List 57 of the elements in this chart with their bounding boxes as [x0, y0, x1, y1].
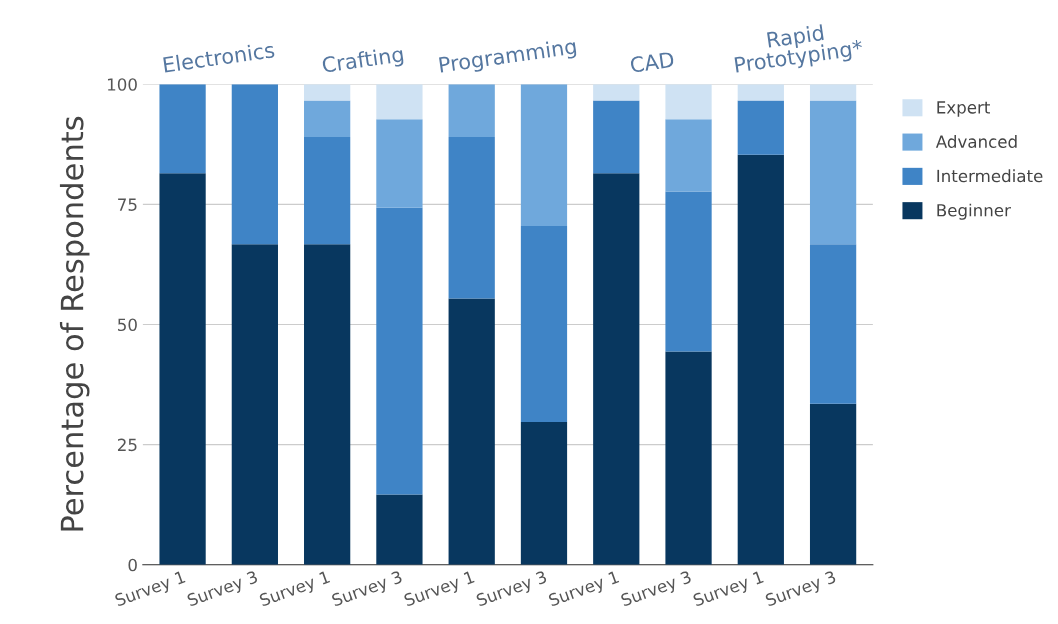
legend-label: Intermediate — [937, 169, 1043, 183]
x-tick-label: Survey 3 — [620, 570, 693, 610]
bar — [304, 100, 351, 138]
bar — [593, 84, 640, 101]
bar — [231, 244, 278, 565]
x-tick-label: Survey 1 — [547, 570, 621, 610]
legend-label: Advanced — [935, 135, 1017, 148]
bar — [520, 84, 568, 226]
bar — [376, 494, 423, 565]
bar — [737, 154, 784, 565]
bar — [376, 84, 423, 120]
y-tick-label: 0 — [128, 558, 137, 572]
text: Rapid Prototyping* — [734, 24, 864, 77]
bar — [159, 173, 206, 565]
bar — [665, 119, 712, 192]
x-tick-label: Survey 3 — [764, 570, 838, 610]
x-tick-label: Survey 3 — [331, 570, 404, 610]
bar — [520, 422, 568, 565]
text: Electronics — [163, 41, 275, 73]
bar — [809, 244, 857, 404]
x-tick-label: Survey 1 — [258, 570, 332, 610]
x-tick-label: Survey 1 — [114, 570, 187, 610]
bar — [809, 100, 857, 245]
bar — [448, 84, 495, 138]
bar — [737, 84, 784, 101]
bar — [304, 84, 351, 101]
bar — [448, 137, 495, 299]
bar — [737, 100, 784, 155]
bar — [520, 225, 568, 423]
bar — [304, 137, 351, 245]
bar — [231, 84, 278, 245]
bar — [376, 119, 423, 208]
y-axis-title: Percentage of Respondents — [59, 116, 90, 531]
x-tick-label: Survey 1 — [403, 570, 476, 610]
y-tick-label: 100 — [107, 78, 137, 91]
bar — [159, 84, 206, 174]
x-tick-label: Survey 1 — [692, 570, 765, 610]
bar — [376, 207, 423, 495]
bar — [593, 173, 640, 565]
bar — [304, 244, 351, 565]
bar — [665, 191, 712, 352]
text: Programming — [438, 37, 577, 77]
text: Crafting — [321, 45, 405, 77]
x-tick-label: Survey 3 — [186, 570, 260, 610]
bar — [809, 84, 857, 101]
legend-label: Expert — [937, 101, 990, 117]
y-tick-label: 50 — [118, 318, 137, 332]
bar — [809, 403, 857, 565]
y-tick-label: 75 — [118, 198, 137, 211]
bar — [448, 298, 495, 565]
legend-label: Beginner — [937, 203, 1011, 220]
bar — [593, 100, 640, 174]
text: CAD — [630, 51, 675, 73]
y-tick-label: 25 — [117, 438, 137, 452]
x-tick-label: Survey 3 — [475, 570, 549, 610]
bar — [665, 351, 712, 565]
bar — [665, 84, 712, 120]
